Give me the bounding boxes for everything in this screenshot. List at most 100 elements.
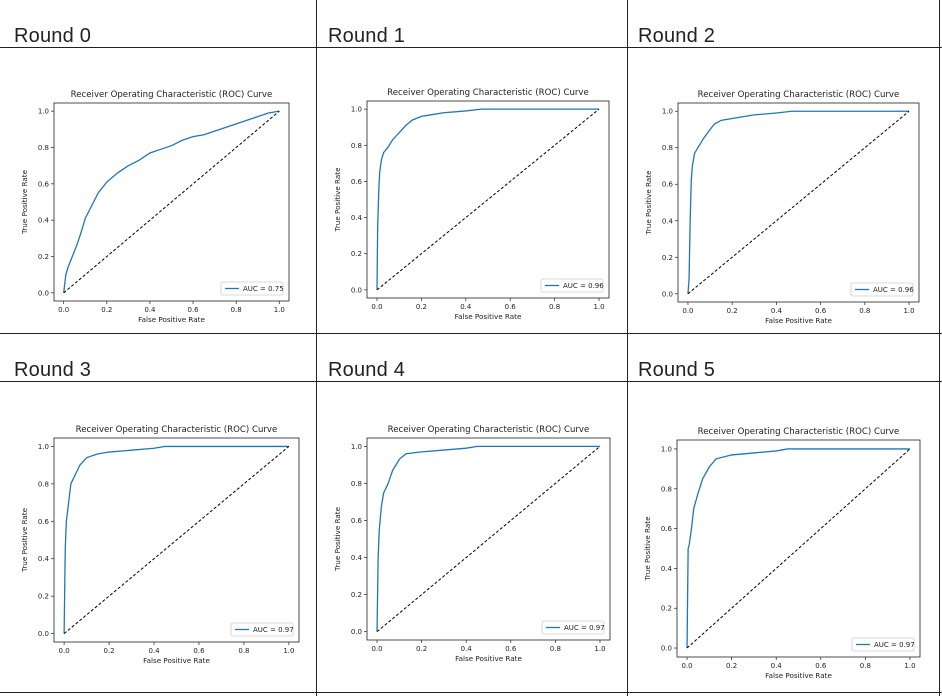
x-tick-label: 0.8	[238, 647, 249, 655]
column-divider	[627, 0, 628, 696]
chance-diagonal-line	[63, 110, 280, 294]
y-tick-label: 0.6	[38, 180, 50, 188]
y-tick-label: 0.0	[662, 290, 673, 298]
y-tick-label: 1.0	[662, 108, 673, 116]
y-tick-label: 0.6	[38, 518, 50, 526]
y-axis-label: True Positive Rate	[333, 167, 342, 233]
roc-chart-round-0: Receiver Operating Characteristic (ROC) …	[20, 90, 290, 324]
row-divider	[0, 381, 942, 382]
plot-frame	[366, 100, 610, 299]
x-axis-label: False Positive Rate	[455, 654, 522, 663]
x-tick-label: 0.2	[726, 662, 737, 670]
x-tick-label: 0.8	[231, 306, 242, 314]
roc-chart-round-5: Receiver Operating Characteristic (ROC) …	[643, 427, 921, 680]
y-tick-label: 0.0	[661, 645, 672, 653]
x-axis-label: False Positive Rate	[455, 312, 522, 321]
y-tick-label: 0.0	[38, 289, 49, 297]
x-tick-label: 1.0	[283, 647, 294, 655]
y-tick-label: 0.6	[351, 517, 363, 525]
x-tick-label: 1.0	[274, 306, 285, 314]
x-tick-label: 0.6	[187, 306, 199, 314]
y-tick-label: 0.2	[662, 254, 673, 262]
plot-frame	[53, 102, 290, 302]
legend-label: AUC = 0.96	[563, 282, 604, 290]
y-tick-label: 0.0	[38, 630, 49, 638]
chance-diagonal-line	[686, 448, 911, 649]
legend-box	[540, 278, 604, 293]
y-tick-label: 0.2	[351, 250, 362, 258]
x-tick-label: 0.6	[815, 662, 827, 670]
roc-chart-round-3: Receiver Operating Characteristic (ROC) …	[20, 425, 300, 665]
round-0-title: Round 0	[14, 25, 92, 47]
legend-box	[850, 282, 914, 297]
legend-label: AUC = 0.75	[243, 285, 284, 293]
row-divider	[0, 333, 942, 334]
legend-box	[220, 281, 284, 296]
chance-diagonal-line	[376, 108, 600, 291]
x-tick-label: 0.8	[859, 307, 870, 315]
legend-box	[230, 622, 294, 637]
x-tick-label: 0.0	[682, 307, 693, 315]
y-tick-label: 1.0	[38, 108, 49, 116]
x-tick-label: 0.0	[681, 662, 692, 670]
x-tick-label: 0.2	[103, 647, 114, 655]
y-tick-label: 0.8	[662, 144, 673, 152]
x-tick-label: 0.8	[550, 645, 561, 653]
x-tick-label: 0.6	[193, 647, 205, 655]
roc-chart-round-2: Receiver Operating Characteristic (ROC) …	[644, 90, 920, 325]
x-tick-label: 0.0	[371, 303, 382, 311]
roc-curve-line	[63, 110, 280, 293]
x-tick-label: 1.0	[593, 303, 604, 311]
legend-label: AUC = 0.97	[874, 641, 915, 649]
x-tick-label: 1.0	[904, 662, 915, 670]
roc-curve-line	[686, 448, 910, 649]
y-tick-label: 1.0	[351, 443, 362, 451]
y-tick-label: 0.4	[38, 555, 50, 563]
x-tick-label: 1.0	[594, 645, 605, 653]
x-tick-label: 0.2	[416, 303, 427, 311]
chart-title: Receiver Operating Characteristic (ROC) …	[387, 88, 589, 98]
y-tick-label: 0.2	[38, 593, 49, 601]
column-divider	[316, 0, 317, 696]
chance-diagonal-line	[687, 110, 910, 295]
y-tick-label: 0.2	[661, 605, 672, 613]
x-tick-label: 0.6	[815, 307, 827, 315]
x-axis-label: False Positive Rate	[138, 315, 205, 324]
x-tick-label: 0.0	[59, 647, 70, 655]
x-axis-label: False Positive Rate	[765, 316, 832, 325]
x-axis-label: False Positive Rate	[143, 656, 210, 665]
x-tick-label: 0.8	[860, 662, 871, 670]
round-5-title: Round 5	[638, 359, 716, 381]
x-tick-label: 0.4	[461, 645, 473, 653]
y-tick-label: 1.0	[38, 443, 49, 451]
plot-frame	[676, 439, 921, 658]
y-axis-label: True Positive Rate	[20, 507, 29, 573]
y-tick-label: 0.8	[38, 480, 49, 488]
x-tick-label: 0.6	[505, 303, 517, 311]
x-tick-label: 0.4	[148, 647, 160, 655]
roc-curve-line	[376, 108, 600, 290]
roc-curve-line	[687, 110, 910, 294]
y-tick-label: 0.6	[351, 178, 363, 186]
y-tick-label: 0.8	[351, 142, 362, 150]
y-tick-label: 0.8	[661, 485, 672, 493]
roc-chart-round-1: Receiver Operating Characteristic (ROC) …	[333, 88, 610, 321]
chance-diagonal-line	[376, 445, 601, 633]
x-tick-label: 0.4	[771, 662, 783, 670]
x-tick-label: 0.8	[549, 303, 560, 311]
y-tick-label: 0.8	[351, 480, 362, 488]
plot-frame	[53, 437, 300, 643]
x-tick-label: 0.2	[101, 306, 112, 314]
legend-box	[851, 637, 915, 652]
round-2-title: Round 2	[638, 25, 716, 47]
y-tick-label: 0.4	[661, 565, 673, 573]
roc-chart-round-4: Receiver Operating Characteristic (ROC) …	[333, 425, 611, 663]
round-1-title: Round 1	[328, 25, 406, 47]
chance-diagonal-line	[63, 446, 290, 634]
y-tick-label: 0.8	[38, 144, 49, 152]
y-axis-label: True Positive Rate	[333, 506, 342, 572]
x-axis-label: False Positive Rate	[765, 671, 832, 680]
x-tick-label: 0.4	[771, 307, 783, 315]
x-tick-label: 0.4	[144, 306, 156, 314]
